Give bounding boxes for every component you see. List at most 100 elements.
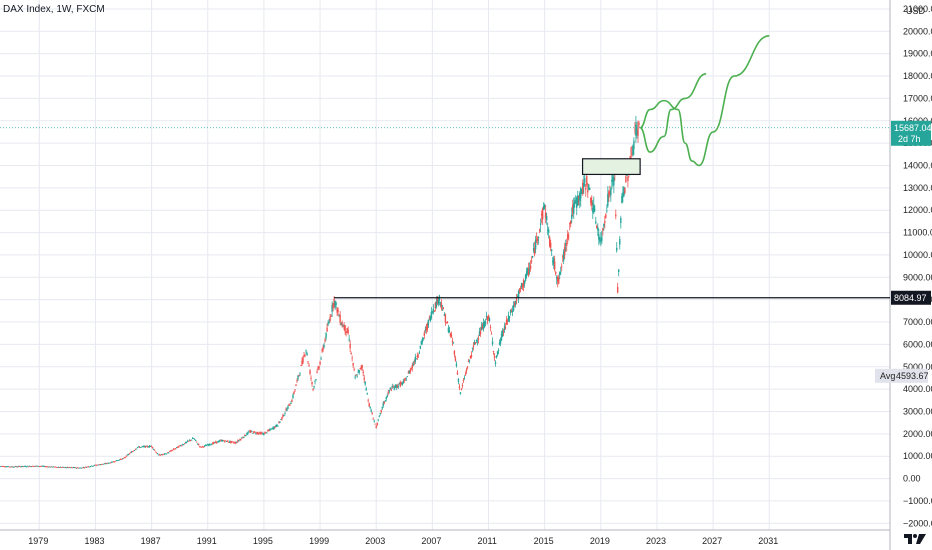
candle-body bbox=[364, 381, 366, 385]
candle-body bbox=[574, 200, 576, 204]
candle-body bbox=[222, 440, 224, 442]
candle-body bbox=[238, 440, 240, 442]
candle-body bbox=[517, 291, 520, 299]
x-tick-label: 2015 bbox=[534, 536, 554, 546]
candle-body bbox=[412, 363, 415, 365]
candle-body bbox=[176, 446, 179, 448]
candle-body bbox=[240, 438, 242, 440]
candle-body bbox=[594, 208, 596, 210]
candle-body bbox=[118, 459, 121, 461]
candle-body bbox=[439, 302, 442, 303]
candle-body bbox=[120, 458, 123, 460]
candle-body bbox=[152, 448, 155, 450]
consolidation-zone bbox=[581, 158, 641, 176]
candle-body bbox=[66, 467, 69, 468]
candle-body bbox=[34, 465, 36, 467]
candle-body bbox=[526, 268, 529, 273]
candle-body bbox=[565, 243, 567, 246]
candle-body bbox=[29, 466, 31, 467]
candle-body bbox=[135, 448, 138, 450]
y-tick-label: 20000.00 bbox=[903, 26, 932, 36]
y-tick-label: 1000.00 bbox=[903, 451, 932, 461]
candle-body bbox=[79, 467, 82, 469]
candle-body bbox=[13, 466, 15, 468]
candle-body bbox=[223, 440, 225, 441]
candle-body bbox=[242, 437, 244, 439]
candle-body bbox=[17, 466, 19, 468]
candle-body bbox=[464, 373, 467, 375]
candle-body bbox=[181, 444, 184, 446]
x-tick-label: 2023 bbox=[646, 536, 666, 546]
x-tick-label: 1979 bbox=[28, 536, 48, 546]
candle-body bbox=[211, 444, 213, 445]
candle-body bbox=[199, 446, 201, 447]
candle-body bbox=[543, 204, 546, 208]
candle-body bbox=[471, 347, 474, 349]
candle-body bbox=[366, 393, 368, 394]
candle-body bbox=[317, 367, 319, 370]
candle-body bbox=[140, 446, 143, 448]
x-tick-label: 1999 bbox=[309, 536, 329, 546]
candle-body bbox=[31, 465, 33, 467]
candle-body bbox=[80, 467, 83, 469]
candle-body bbox=[154, 451, 157, 453]
candle-body bbox=[616, 247, 618, 251]
candle-body bbox=[325, 332, 327, 338]
candle-body bbox=[194, 439, 196, 441]
avg-prefix-label: Avg bbox=[880, 371, 895, 381]
candle-body bbox=[609, 191, 611, 195]
candle-body bbox=[443, 314, 446, 316]
candle-body bbox=[469, 356, 472, 358]
candle-body bbox=[575, 201, 577, 203]
candle-body bbox=[315, 379, 317, 381]
y-tick-label: 19000.00 bbox=[903, 49, 932, 59]
level-price-label: 8084.97 bbox=[894, 293, 927, 303]
candle-body bbox=[409, 369, 412, 372]
candle-body bbox=[264, 432, 266, 434]
candle-body bbox=[81, 467, 84, 469]
candle-body bbox=[175, 447, 178, 448]
candle-body bbox=[69, 467, 72, 469]
candle-body bbox=[541, 208, 544, 220]
candle-body bbox=[320, 358, 322, 360]
candle-body bbox=[520, 283, 523, 288]
candle-body bbox=[40, 466, 43, 467]
candle-body bbox=[6, 466, 8, 468]
candle-body bbox=[374, 423, 376, 425]
candle-body bbox=[553, 261, 556, 270]
candle-body bbox=[22, 466, 24, 468]
candle-body bbox=[186, 441, 188, 443]
candle-body bbox=[319, 361, 321, 365]
candle-body bbox=[542, 205, 545, 210]
candle-body bbox=[143, 446, 146, 447]
candle-body bbox=[32, 466, 34, 467]
candle-body bbox=[47, 466, 50, 468]
candle-body bbox=[293, 391, 295, 394]
candle-body bbox=[63, 467, 66, 468]
candle-body bbox=[239, 439, 241, 441]
candle-body bbox=[592, 208, 594, 213]
candle-body bbox=[321, 350, 323, 352]
candle-body bbox=[585, 188, 587, 190]
candle-body bbox=[138, 446, 141, 448]
x-tick-label: 2007 bbox=[421, 536, 441, 546]
candle-body bbox=[270, 429, 272, 431]
candle-body bbox=[212, 442, 214, 445]
candle-body bbox=[525, 271, 528, 276]
candle-body bbox=[187, 440, 189, 442]
candle-body bbox=[333, 298, 335, 304]
candle-body bbox=[465, 369, 468, 372]
tradingview-logo-icon[interactable] bbox=[902, 531, 928, 547]
candle-body bbox=[620, 217, 622, 223]
candle-body bbox=[18, 466, 20, 467]
candle-body bbox=[23, 465, 25, 467]
symbol-legend[interactable]: DAX Index, 1W, FXCM bbox=[3, 4, 105, 15]
candle-body bbox=[229, 441, 231, 443]
candle-body bbox=[474, 342, 477, 345]
candle-body bbox=[612, 176, 614, 183]
candle-body bbox=[537, 236, 540, 238]
candle-body bbox=[473, 341, 476, 345]
candle-body bbox=[481, 324, 484, 330]
